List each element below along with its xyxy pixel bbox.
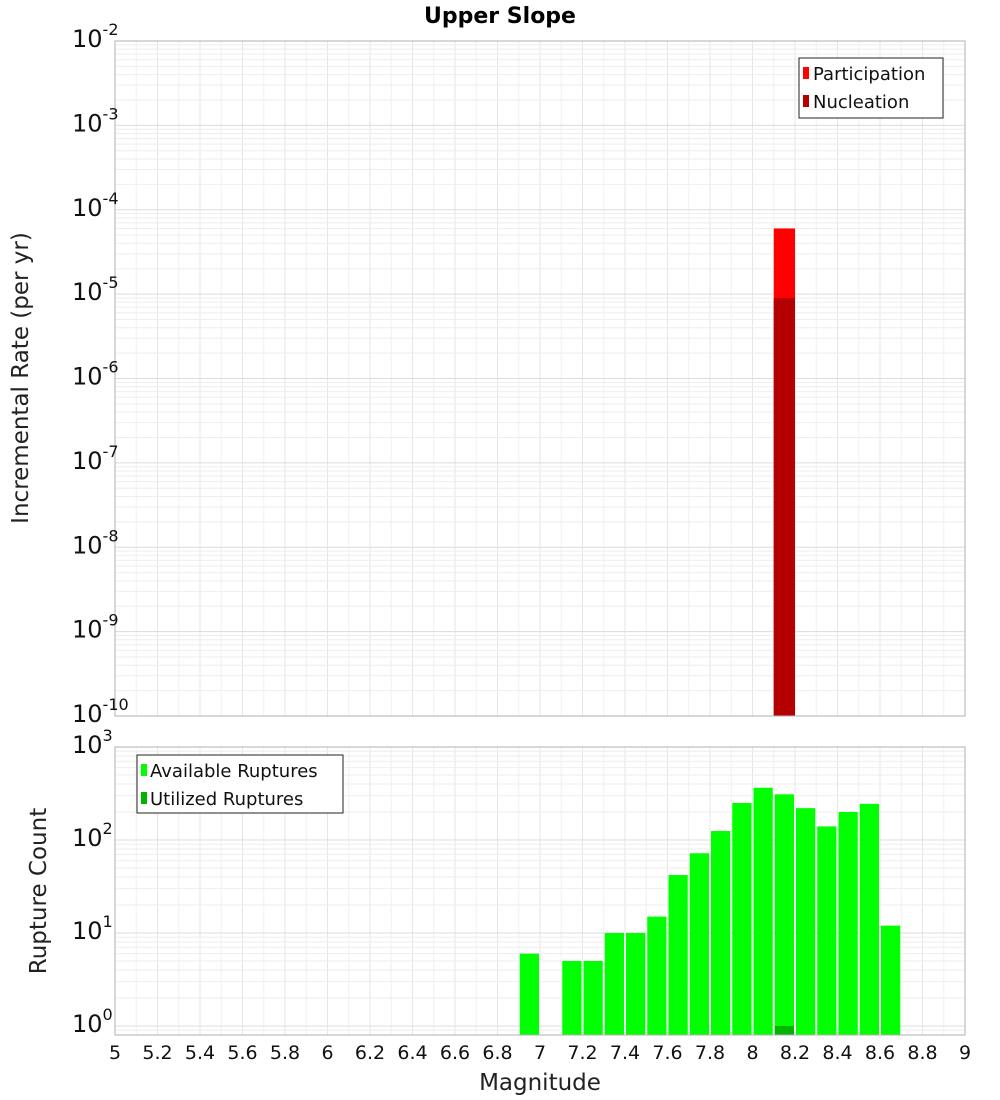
y-tick-label: 10-3 bbox=[72, 104, 119, 137]
x-tick-label: 8.4 bbox=[822, 1042, 852, 1064]
chart-title: Upper Slope bbox=[424, 4, 576, 29]
legend-label-nucleation: Nucleation bbox=[813, 92, 909, 113]
y-tick-label: 10-10 bbox=[72, 695, 129, 728]
bottom-legend: Available Ruptures Utilized Ruptures bbox=[136, 754, 344, 814]
x-tick-label: 5 bbox=[109, 1042, 121, 1064]
y-tick-label: 10-5 bbox=[72, 273, 119, 306]
bar-available-ruptures bbox=[796, 808, 816, 1035]
y-tick-label: 10-7 bbox=[72, 442, 119, 475]
bottom-y-axis-label: Rupture Count bbox=[26, 808, 52, 974]
x-tick-label: 7.8 bbox=[695, 1042, 725, 1064]
x-tick-label: 5.8 bbox=[270, 1042, 300, 1064]
bar-available-ruptures bbox=[753, 787, 773, 1035]
y-tick-label: 10-2 bbox=[72, 20, 119, 53]
top-y-axis-label: Incremental Rate (per yr) bbox=[8, 232, 34, 524]
bar-available-ruptures bbox=[583, 960, 603, 1035]
x-tick-label: 8.2 bbox=[780, 1042, 810, 1064]
y-tick-label: 10-4 bbox=[72, 189, 119, 222]
bar-available-ruptures bbox=[711, 830, 731, 1035]
x-tick-label: 7.2 bbox=[567, 1042, 597, 1064]
x-tick-label: 8.8 bbox=[907, 1042, 937, 1064]
bar-available-ruptures bbox=[859, 803, 879, 1035]
bar-available-ruptures bbox=[817, 826, 837, 1035]
legend-swatch-available bbox=[141, 764, 147, 776]
y-tick-label: 10-8 bbox=[72, 526, 119, 559]
y-tick-label: 100 bbox=[72, 1005, 113, 1038]
bottom-panel: 100 101 102 103 5 5.2 5.4 5.6 5.8 6 6.2 6.4 6.6 6.8 7… bbox=[26, 726, 971, 1096]
legend-label-participation: Participation bbox=[813, 64, 925, 85]
top-y-tick-labels: 10-10 10-9 10-8 10-7 10-6 10-5 10-4 10-3 10-2 bbox=[72, 20, 129, 728]
x-tick-label: 6.8 bbox=[482, 1042, 512, 1064]
bottom-legend-box bbox=[136, 754, 344, 814]
bar-available-ruptures bbox=[562, 960, 582, 1035]
bottom-y-tick-labels: 100 101 102 103 bbox=[72, 726, 113, 1038]
top-legend-box bbox=[798, 57, 944, 119]
x-tick-labels: 5 5.2 5.4 5.6 5.8 6 6.2 6.4 6.6 6.8 7 7.2 7.4 7.6 7.8 8… bbox=[109, 1042, 971, 1064]
bar-available-ruptures bbox=[604, 932, 624, 1035]
x-axis-label: Magnitude bbox=[479, 1070, 601, 1096]
legend-swatch-participation bbox=[803, 67, 809, 79]
x-tick-label: 8 bbox=[746, 1042, 758, 1064]
top-panel: 10-10 10-9 10-8 10-7 10-6 10-5 10-4 10-3 10-2 In… bbox=[8, 20, 966, 728]
top-bars bbox=[773, 228, 795, 716]
legend-label-available: Available Ruptures bbox=[150, 761, 318, 782]
x-tick-label: 5.2 bbox=[142, 1042, 172, 1064]
x-tick-label: 7.6 bbox=[652, 1042, 682, 1064]
bar-available-ruptures bbox=[774, 794, 794, 1035]
x-tick-label: 5.6 bbox=[227, 1042, 257, 1064]
x-tick-label: 7.4 bbox=[610, 1042, 640, 1064]
y-tick-label: 10-6 bbox=[72, 358, 119, 391]
legend-label-utilized: Utilized Ruptures bbox=[150, 789, 303, 810]
x-tick-label: 7 bbox=[534, 1042, 546, 1064]
top-plot-frame bbox=[114, 40, 966, 717]
x-tick-label: 6 bbox=[321, 1042, 333, 1064]
x-tick-label: 9 bbox=[959, 1042, 971, 1064]
y-tick-label: 101 bbox=[72, 912, 113, 945]
bar-available-ruptures bbox=[626, 932, 646, 1035]
top-grid bbox=[115, 41, 965, 716]
bar-available-ruptures bbox=[668, 875, 688, 1035]
bar-available-ruptures bbox=[689, 853, 709, 1035]
legend-swatch-nucleation bbox=[803, 95, 809, 107]
bar-nucleation bbox=[773, 297, 795, 716]
bar-available-ruptures bbox=[519, 953, 539, 1035]
legend-swatch-utilized bbox=[141, 792, 147, 804]
bar-available-ruptures bbox=[838, 812, 858, 1035]
x-tick-label: 6.2 bbox=[355, 1042, 385, 1064]
x-tick-label: 6.6 bbox=[440, 1042, 470, 1064]
bottom-plot-frame bbox=[114, 746, 966, 1036]
y-tick-label: 103 bbox=[72, 726, 113, 759]
x-tick-label: 6.4 bbox=[397, 1042, 427, 1064]
bar-available-ruptures bbox=[647, 916, 667, 1035]
x-tick-label: 5.4 bbox=[185, 1042, 215, 1064]
x-tick-label: 8.6 bbox=[865, 1042, 895, 1064]
y-tick-label: 102 bbox=[72, 819, 113, 852]
bar-utilized-ruptures bbox=[774, 1025, 794, 1035]
bottom-bars bbox=[519, 787, 901, 1035]
bar-available-ruptures bbox=[732, 802, 752, 1035]
top-legend: Participation Nucleation bbox=[798, 57, 944, 119]
y-tick-label: 10-9 bbox=[72, 611, 119, 644]
bar-available-ruptures bbox=[881, 925, 901, 1035]
